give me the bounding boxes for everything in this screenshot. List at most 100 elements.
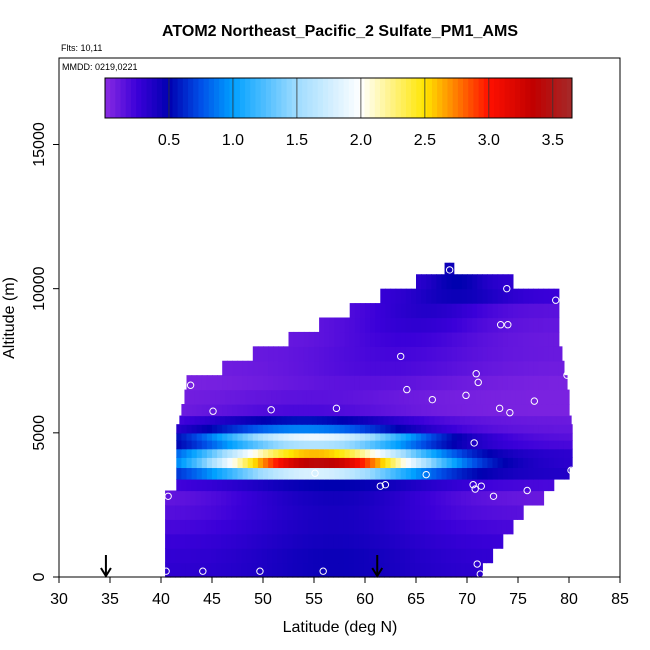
heatmap-cell bbox=[523, 303, 529, 319]
heatmap-cell bbox=[273, 375, 279, 391]
heatmap-cell bbox=[389, 562, 396, 578]
heatmap-cell bbox=[200, 504, 207, 520]
heatmap-cell bbox=[429, 415, 435, 425]
heatmap-cell bbox=[226, 562, 232, 578]
heatmap-cell bbox=[263, 448, 269, 458]
heatmap-cell bbox=[482, 288, 488, 304]
heatmap-cell bbox=[232, 448, 239, 458]
heatmap-cell bbox=[465, 490, 472, 506]
heatmap-cell bbox=[553, 346, 560, 362]
heatmap-cell bbox=[354, 375, 361, 391]
heatmap-cell bbox=[558, 448, 565, 458]
heatmap-cell bbox=[533, 448, 539, 458]
heatmap-cell bbox=[395, 360, 402, 376]
heatmap-cell bbox=[421, 317, 427, 333]
heatmap-cell bbox=[409, 548, 416, 564]
heatmap-cell bbox=[497, 375, 504, 391]
x-tick-label: 60 bbox=[356, 591, 374, 608]
heatmap-cell bbox=[558, 467, 565, 480]
heatmap-cell bbox=[399, 490, 406, 506]
heatmap-cell bbox=[461, 375, 468, 391]
heatmap-cell bbox=[400, 375, 407, 391]
heatmap-cell bbox=[451, 478, 458, 492]
heatmap-cell bbox=[314, 457, 320, 469]
heatmap-cell bbox=[252, 448, 259, 458]
heatmap-cell bbox=[324, 432, 330, 441]
heatmap-cell bbox=[195, 562, 202, 578]
heatmap-cell bbox=[242, 375, 249, 391]
heatmap-cell bbox=[241, 490, 248, 506]
heatmap-cell bbox=[553, 467, 560, 480]
heatmap-cell bbox=[359, 424, 366, 434]
heatmap-cell bbox=[277, 533, 283, 549]
heatmap-cell bbox=[395, 478, 402, 492]
heatmap-cell bbox=[268, 404, 274, 417]
heatmap-cell bbox=[553, 457, 560, 469]
heatmap-cell bbox=[302, 533, 309, 549]
heatmap-cell bbox=[327, 389, 333, 405]
heatmap-cell bbox=[319, 424, 325, 434]
heatmap-cell bbox=[502, 404, 509, 417]
heatmap-cell bbox=[292, 504, 299, 520]
heatmap-cell bbox=[472, 288, 478, 304]
heatmap-cell bbox=[400, 317, 407, 333]
heatmap-cell bbox=[528, 317, 534, 333]
heatmap-cell bbox=[491, 490, 498, 506]
heatmap-cell bbox=[349, 317, 356, 333]
heatmap-cell bbox=[436, 360, 443, 376]
heatmap-cell bbox=[257, 360, 264, 376]
heatmap-cell bbox=[268, 346, 274, 362]
heatmap-cell bbox=[385, 331, 392, 347]
heatmap-cell bbox=[306, 415, 313, 425]
heatmap-cell bbox=[353, 562, 360, 578]
heatmap-cell bbox=[210, 533, 217, 549]
heatmap-cell bbox=[252, 375, 259, 391]
heatmap-cell bbox=[538, 440, 545, 450]
heatmap-cell bbox=[563, 467, 570, 480]
colorbar-tick-label: 1.0 bbox=[222, 132, 244, 149]
heatmap-cell bbox=[390, 448, 397, 458]
heatmap-cell bbox=[319, 467, 325, 480]
heatmap-cell bbox=[273, 457, 279, 469]
heatmap-cell bbox=[533, 331, 539, 347]
heatmap-cell bbox=[551, 389, 558, 405]
heatmap-cell bbox=[186, 432, 193, 441]
heatmap-cell bbox=[416, 360, 422, 376]
heatmap-cell bbox=[230, 389, 237, 405]
heatmap-cell bbox=[323, 548, 329, 564]
colorbar-swatch bbox=[156, 78, 163, 118]
heatmap-cell bbox=[225, 389, 231, 405]
heatmap-cell bbox=[277, 562, 283, 578]
heatmap-cell bbox=[217, 478, 223, 492]
colorbar-swatch bbox=[504, 78, 511, 118]
heatmap-cell bbox=[201, 404, 208, 417]
heatmap-cell bbox=[365, 440, 371, 450]
heatmap-cell bbox=[465, 548, 472, 564]
heatmap-cell bbox=[426, 303, 432, 319]
colorbar-swatch bbox=[151, 78, 158, 118]
heatmap-cell bbox=[492, 274, 499, 290]
heatmap-cell bbox=[563, 457, 570, 469]
heatmap-cell bbox=[365, 448, 371, 458]
heatmap-cell bbox=[195, 504, 202, 520]
heatmap-cell bbox=[206, 440, 213, 450]
heatmap-cell bbox=[339, 317, 346, 333]
heatmap-cell bbox=[569, 424, 573, 434]
heatmap-cell bbox=[435, 504, 442, 520]
heatmap-cell bbox=[303, 346, 310, 362]
colorbar-swatch bbox=[525, 78, 531, 118]
heatmap-cell bbox=[399, 562, 406, 578]
heatmap-cell bbox=[314, 331, 320, 347]
heatmap-cell bbox=[390, 424, 397, 434]
heatmap-cell bbox=[348, 519, 355, 535]
heatmap-cell bbox=[165, 490, 171, 506]
heatmap-cell bbox=[338, 504, 345, 520]
heatmap-cell bbox=[312, 562, 319, 578]
colorbar-swatch bbox=[188, 78, 194, 118]
heatmap-cell bbox=[492, 457, 499, 469]
heatmap-cell bbox=[194, 415, 201, 425]
heatmap-cell bbox=[533, 303, 539, 319]
heatmap-cell bbox=[373, 389, 379, 405]
heatmap-cell bbox=[563, 448, 570, 458]
heatmap-cell bbox=[507, 375, 514, 391]
